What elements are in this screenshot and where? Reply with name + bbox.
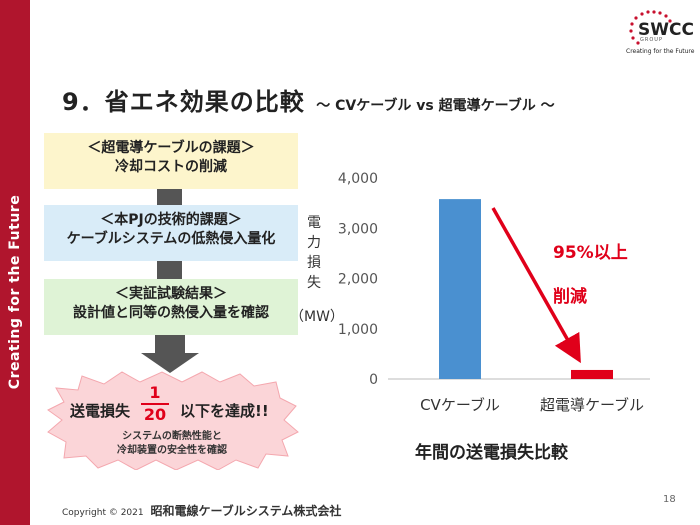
result-prefix: 送電損失 xyxy=(70,402,131,420)
box-heading: ＜本PJの技術的課題＞ xyxy=(100,212,242,228)
logo-tagline: Creating for the Future xyxy=(626,48,695,55)
sidebar-band: Creating for the Future xyxy=(0,0,30,525)
reduction-annotation-line1: 95%以上 xyxy=(553,243,628,263)
fraction-numerator: 1 xyxy=(149,383,161,402)
title-main: 9．省エネ効果の比較 xyxy=(62,88,305,116)
title-subtitle: ～ CVケーブル vs 超電導ケーブル ～ xyxy=(316,98,555,114)
x-tick-label: 超電導ケーブル xyxy=(540,396,644,414)
flow-connector xyxy=(157,261,182,279)
footer-copyright: Copyright © 2021 昭和電線ケーブルシステム株式会社 xyxy=(62,502,341,519)
fraction-bar xyxy=(141,403,169,405)
box-heading: ＜実証試験結果＞ xyxy=(115,286,227,302)
x-tick-label: CVケーブル xyxy=(420,396,500,414)
flow-box-technical-issue: ＜本PJの技術的課題＞ ケーブルシステムの低熱侵入量化 xyxy=(44,205,298,261)
page-title: 9．省エネ効果の比較 ～ CVケーブル vs 超電導ケーブル ～ xyxy=(62,82,555,117)
chart-yunit: （MW） xyxy=(290,309,344,325)
result-note: システムの断熱性能と 冷却装置の安全性を確認 xyxy=(42,430,302,458)
y-tick-label: 1,000 xyxy=(338,322,378,338)
box-text: 設計値と同等の熱侵入量を確認 xyxy=(73,305,269,321)
flow-box-test-result: ＜実証試験結果＞ 設計値と同等の熱侵入量を確認 xyxy=(44,279,298,335)
y-tick-label: 0 xyxy=(369,372,378,388)
box-text: ケーブルシステムの低熱侵入量化 xyxy=(66,231,276,247)
chart-ylabel: 電力損失 xyxy=(304,213,324,293)
company-name: 昭和電線ケーブルシステム株式会社 xyxy=(150,504,342,518)
reduction-arrow-icon xyxy=(491,207,581,364)
ylabel-char: 力 xyxy=(307,235,321,251)
bar-chart: 0 1,000 2,000 3,000 4,000 CVケーブル 超電導ケーブル xyxy=(338,171,650,414)
bar xyxy=(439,199,481,379)
result-note-line2: 冷却装置の安全性を確認 xyxy=(117,445,227,456)
result-fraction: 1 20 xyxy=(141,384,169,424)
copyright-text: Copyright © 2021 xyxy=(62,508,144,518)
chart-title: 年間の送電損失比較 xyxy=(415,443,568,463)
ylabel-char: 失 xyxy=(307,275,321,291)
result-burst-shape xyxy=(47,371,299,470)
y-tick-label: 4,000 xyxy=(338,171,378,187)
page-number: 18 xyxy=(663,494,676,505)
fraction-denominator: 20 xyxy=(143,405,167,424)
ylabel-char: 電 xyxy=(307,215,321,231)
reduction-annotation-line2: 削減 xyxy=(553,287,587,307)
y-tick-label: 2,000 xyxy=(338,272,378,288)
down-arrow-icon xyxy=(141,353,199,373)
company-logo: SWCC GROUP Creating for the Future xyxy=(620,10,694,58)
sidebar-slogan: Creating for the Future xyxy=(7,194,23,390)
box-text: 冷却コストの削減 xyxy=(115,159,227,175)
bar xyxy=(571,369,613,379)
flow-box-challenge: ＜超電導ケーブルの課題＞ 冷却コストの削減 xyxy=(44,133,298,189)
result-note-line1: システムの断熱性能と xyxy=(122,431,222,442)
ylabel-char: 損 xyxy=(307,255,321,271)
flow-connector xyxy=(157,189,182,205)
result-suffix: 以下を達成!! xyxy=(180,402,269,420)
box-heading: ＜超電導ケーブルの課題＞ xyxy=(87,140,255,156)
down-arrow-shaft xyxy=(155,335,185,353)
logo-group: GROUP xyxy=(640,37,663,43)
logo-dots-icon xyxy=(629,10,672,45)
logo-wordmark: SWCC xyxy=(638,20,694,40)
y-tick-label: 3,000 xyxy=(338,221,378,237)
